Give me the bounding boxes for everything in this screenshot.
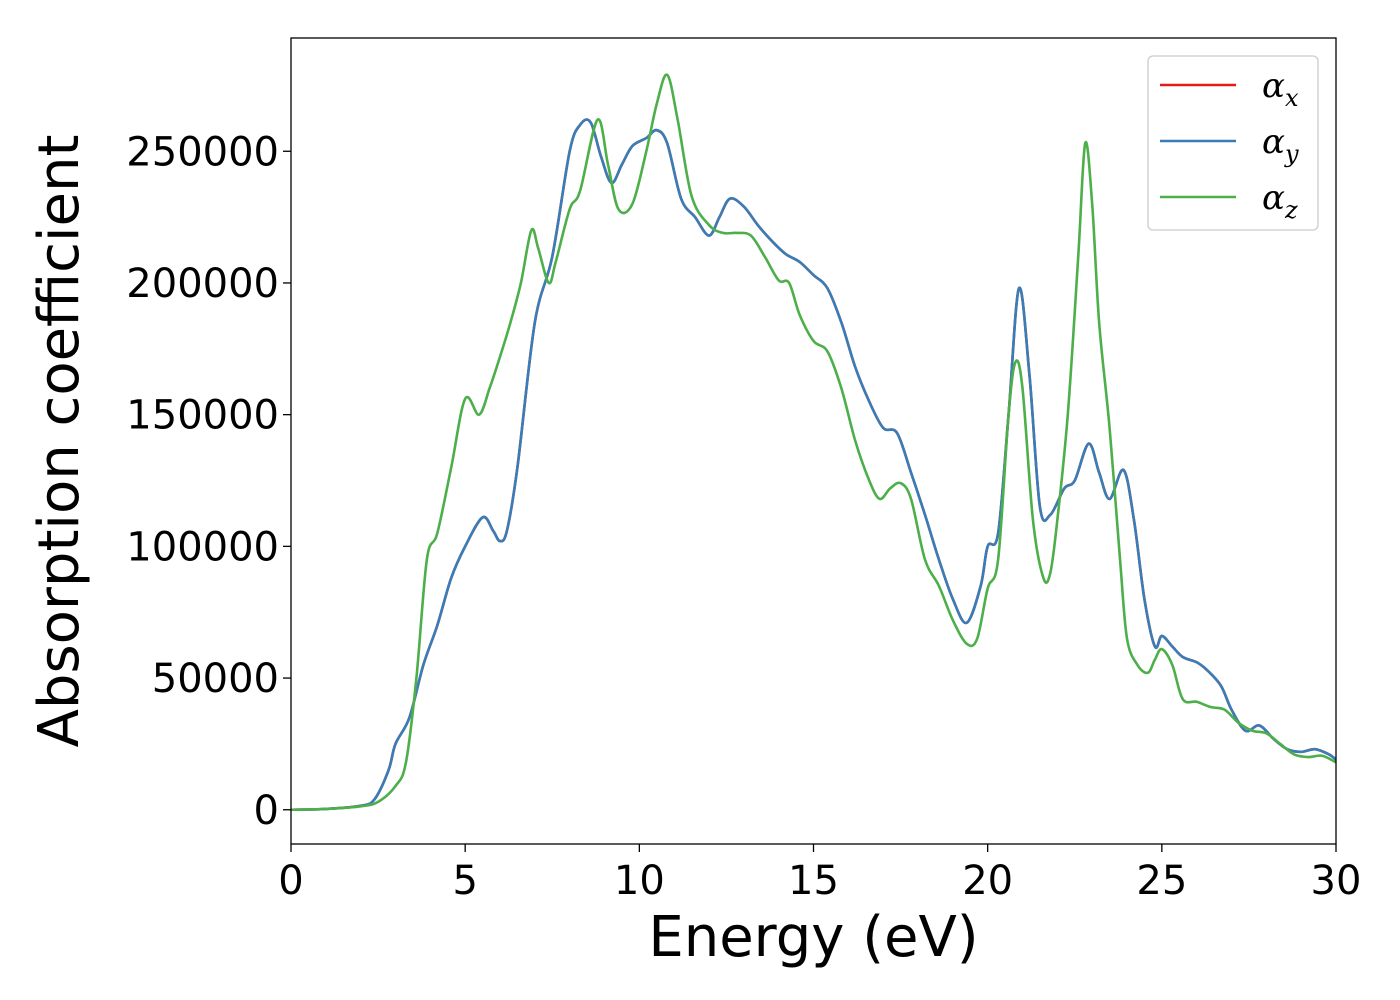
y-axis-title: Absorption coefficient <box>27 135 92 748</box>
legend-label-subscript: y <box>1284 140 1299 168</box>
series-line-alpha-z <box>291 73 1336 812</box>
legend-label-subscript: z <box>1284 196 1298 224</box>
x-tick-label: 30 <box>1311 858 1362 904</box>
legend-label-symbol: α <box>1262 66 1285 106</box>
x-axis-ticks: 0 5 10 15 20 25 30 <box>278 844 1361 904</box>
y-tick-label: 50000 <box>152 656 279 702</box>
legend-label-alpha-y: αy <box>1262 122 1299 168</box>
legend-label-subscript: x <box>1285 84 1299 112</box>
x-tick-label: 20 <box>962 858 1013 904</box>
x-tick-label: 15 <box>788 858 839 904</box>
y-tick-label: 200000 <box>126 261 279 307</box>
legend-label-symbol: α <box>1262 178 1285 218</box>
y-tick-label: 0 <box>254 788 279 834</box>
series-layer <box>291 73 1336 812</box>
y-tick-label: 150000 <box>126 393 279 439</box>
legend-box <box>1147 55 1319 231</box>
x-tick-label: 25 <box>1136 858 1187 904</box>
x-axis-title: Energy (eV) <box>648 905 978 970</box>
x-tick-label: 5 <box>452 858 477 904</box>
y-tick-label: 250000 <box>126 129 279 175</box>
y-axis-ticks: 0 50000 100000 150000 200000 250000 <box>126 129 291 834</box>
y-tick-label: 100000 <box>126 524 279 570</box>
legend-label-symbol: α <box>1262 122 1285 162</box>
x-tick-label: 0 <box>278 858 303 904</box>
legend-label-alpha-x: αx <box>1262 66 1299 112</box>
series-line-alpha-y <box>291 118 1336 812</box>
x-tick-label: 10 <box>614 858 665 904</box>
legend-label-alpha-z: αz <box>1262 178 1298 224</box>
